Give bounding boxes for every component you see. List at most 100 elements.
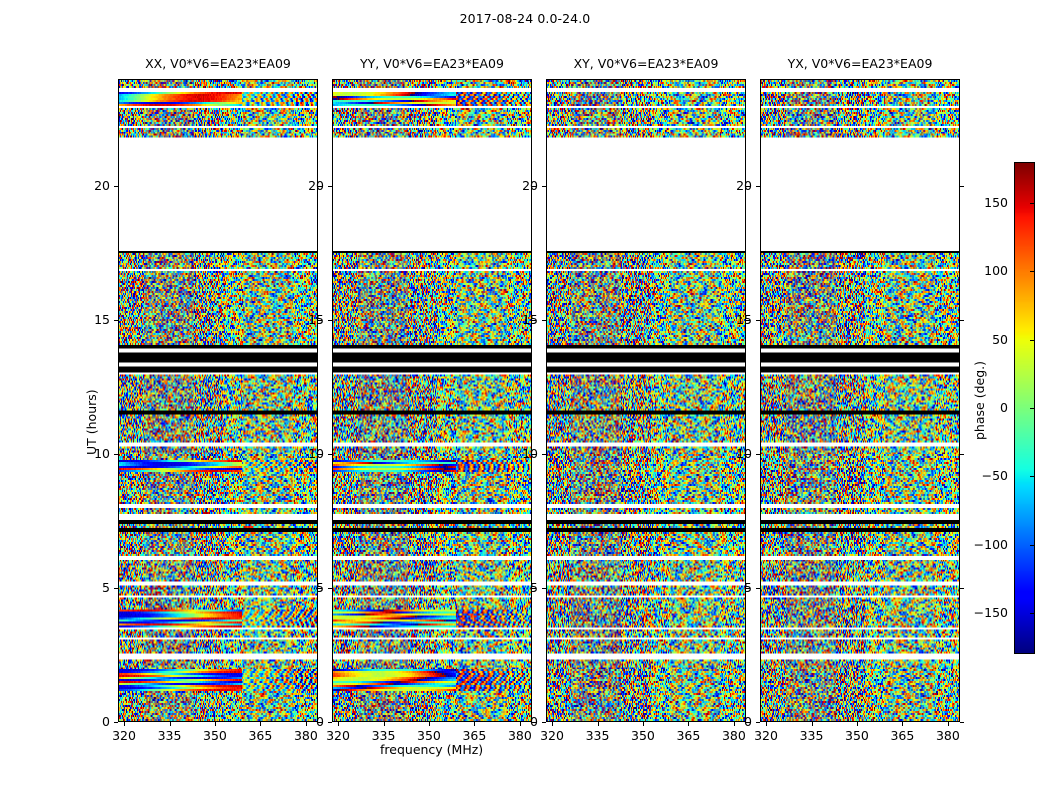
colorbar-tick-label-0: −150 <box>973 605 1008 620</box>
heatmap-panel-yx <box>760 79 960 722</box>
y-tick-label-yy-1: 5 <box>316 580 324 596</box>
colorbar-tick-label-4: 50 <box>992 331 1008 347</box>
x-tick-yy-0 <box>338 722 339 726</box>
y-tick-right-yy-0 <box>532 722 536 723</box>
x-tick-label-yy-0: 320 <box>326 728 350 743</box>
x-tick-label-xx-3: 365 <box>248 728 273 743</box>
x-tick-label-xy-3: 365 <box>676 728 701 743</box>
y-axis-label: UT (hours) <box>84 389 99 455</box>
x-tick-label-yy-4: 380 <box>507 728 532 743</box>
x-tick-label-xy-2: 350 <box>631 728 655 743</box>
y-tick-xy-1 <box>542 588 546 589</box>
colorbar-tick-3 <box>1030 408 1034 409</box>
colorbar-tick-label-3: 0 <box>1000 400 1008 415</box>
x-tick-xy-1 <box>598 722 599 726</box>
x-tick-xy-3 <box>688 722 689 726</box>
y-tick-right-xx-2 <box>318 454 322 455</box>
y-tick-right-xy-2 <box>746 454 750 455</box>
y-tick-yx-1 <box>756 588 760 589</box>
x-tick-yy-1 <box>384 722 385 726</box>
y-tick-yy-2 <box>328 454 332 455</box>
x-tick-label-yy-1: 335 <box>371 728 396 743</box>
y-tick-right-xx-1 <box>318 588 322 589</box>
y-tick-xx-3 <box>114 320 118 321</box>
y-tick-label-xy-4: 20 <box>522 178 538 194</box>
y-tick-right-xx-3 <box>318 320 322 321</box>
y-tick-xy-2 <box>542 454 546 455</box>
y-tick-xx-1 <box>114 588 118 589</box>
panel-title-yx: YX, V0*V6=EA23*EA09 <box>787 56 933 71</box>
y-tick-right-yy-1 <box>532 588 536 589</box>
colorbar-tick-6 <box>1030 203 1034 204</box>
y-tick-label-xy-3: 15 <box>522 312 538 328</box>
y-tick-label-xy-2: 10 <box>522 446 538 462</box>
x-tick-label-yx-1: 335 <box>799 728 824 743</box>
heatmap-panel-xx <box>118 79 318 722</box>
x-tick-xy-0 <box>552 722 553 726</box>
y-tick-label-xx-3: 15 <box>94 312 110 328</box>
x-tick-label-yx-4: 380 <box>935 728 960 743</box>
x-tick-yx-3 <box>902 722 903 726</box>
x-tick-label-yx-3: 365 <box>890 728 915 743</box>
panel-title-xx: XX, V0*V6=EA23*EA09 <box>145 56 291 71</box>
x-tick-label-yx-2: 350 <box>845 728 869 743</box>
x-tick-yy-4 <box>520 722 521 726</box>
colorbar-tick-4 <box>1030 340 1034 341</box>
y-tick-yx-2 <box>756 454 760 455</box>
x-tick-label-xx-4: 380 <box>293 728 318 743</box>
y-tick-right-yx-2 <box>960 454 964 455</box>
y-tick-right-yx-1 <box>960 588 964 589</box>
colorbar-tick-label-5: 100 <box>984 263 1008 279</box>
y-tick-right-yy-2 <box>532 454 536 455</box>
y-tick-yy-4 <box>328 186 332 187</box>
y-tick-label-yx-0: 0 <box>744 714 752 729</box>
y-tick-yy-0 <box>328 722 332 723</box>
y-tick-right-xy-3 <box>746 320 750 321</box>
y-tick-right-xx-0 <box>318 722 322 723</box>
y-tick-yy-1 <box>328 588 332 589</box>
colorbar-tick-2 <box>1030 476 1034 477</box>
x-tick-xx-2 <box>215 722 216 726</box>
x-tick-xy-4 <box>734 722 735 726</box>
y-tick-label-xx-0: 0 <box>102 714 110 729</box>
y-tick-right-xy-0 <box>746 722 750 723</box>
y-tick-label-yy-0: 0 <box>316 714 324 729</box>
colorbar-tick-label-6: 150 <box>984 195 1008 210</box>
colorbar-tick-5 <box>1030 271 1034 272</box>
y-tick-yx-4 <box>756 186 760 187</box>
y-tick-right-yy-4 <box>532 186 536 187</box>
x-tick-xx-4 <box>306 722 307 726</box>
panel-title-xy: XY, V0*V6=EA23*EA09 <box>573 56 719 71</box>
figure-suptitle: 2017-08-24 0.0-24.0 <box>459 11 591 26</box>
y-tick-label-xy-0: 0 <box>530 714 538 729</box>
x-tick-label-xy-1: 335 <box>585 728 610 743</box>
y-tick-xy-4 <box>542 186 546 187</box>
panel-title-yy: YY, V0*V6=EA23*EA09 <box>360 56 504 71</box>
y-tick-label-yy-2: 10 <box>308 446 324 462</box>
x-tick-yx-4 <box>948 722 949 726</box>
y-tick-yy-3 <box>328 320 332 321</box>
y-tick-label-xx-4: 20 <box>94 178 110 194</box>
colorbar-tick-label-2: −50 <box>981 468 1008 484</box>
y-tick-right-yx-4 <box>960 186 964 187</box>
x-tick-xx-3 <box>260 722 261 726</box>
y-tick-label-yy-4: 20 <box>308 178 324 194</box>
heatmap-panel-yy <box>332 79 532 722</box>
x-tick-yx-2 <box>857 722 858 726</box>
heatmap-image-xx <box>119 80 317 721</box>
x-tick-label-yy-3: 365 <box>462 728 487 743</box>
x-tick-label-yy-2: 350 <box>417 728 441 743</box>
y-tick-xy-0 <box>542 722 546 723</box>
x-tick-yx-1 <box>812 722 813 726</box>
y-tick-right-xx-4 <box>318 186 322 187</box>
y-tick-label-yx-3: 15 <box>736 312 752 328</box>
y-tick-label-xx-1: 5 <box>102 580 110 596</box>
y-tick-right-xy-1 <box>746 588 750 589</box>
x-tick-xx-0 <box>124 722 125 726</box>
y-tick-label-yy-3: 15 <box>308 312 324 328</box>
colorbar <box>1014 162 1035 654</box>
y-tick-yx-3 <box>756 320 760 321</box>
x-tick-yy-2 <box>429 722 430 726</box>
colorbar-tick-0 <box>1030 613 1034 614</box>
y-tick-label-yx-2: 10 <box>736 446 752 462</box>
